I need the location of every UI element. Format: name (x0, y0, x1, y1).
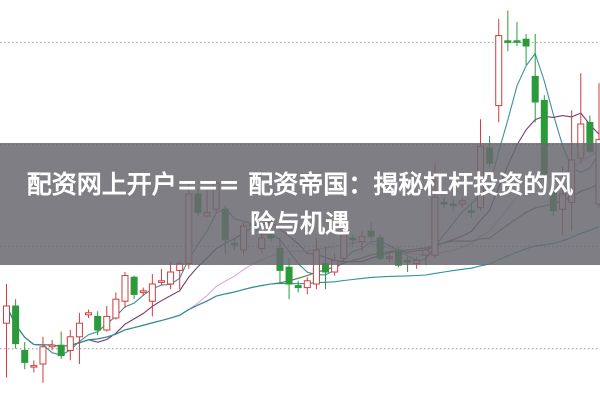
candle-body (285, 266, 293, 285)
candle-body (294, 285, 302, 289)
candle (157, 268, 165, 286)
candle-body (504, 40, 512, 43)
candle (504, 10, 512, 52)
candle-body (130, 276, 138, 295)
candle-body (3, 305, 10, 324)
candle-body (522, 38, 530, 47)
candle (12, 299, 20, 349)
candle (103, 306, 111, 332)
candle-body (12, 305, 20, 345)
candle (39, 336, 47, 383)
candle-body (148, 283, 156, 302)
candle-body (121, 275, 129, 302)
candle-body (167, 271, 175, 285)
candle-body (57, 344, 65, 357)
candle (130, 275, 138, 300)
candle-body (85, 312, 93, 316)
candle (167, 262, 175, 290)
candle-body (94, 315, 102, 331)
candle (513, 22, 521, 46)
candle-body (303, 280, 311, 289)
candle (112, 292, 120, 320)
candle (3, 284, 10, 378)
candle (30, 360, 38, 373)
candle-body (139, 290, 147, 293)
candle (303, 277, 311, 295)
candle (75, 312, 83, 364)
title-banner: 配资网上开户=== 配资帝国：揭秘杠杆投资的风险与机遇 (0, 143, 600, 265)
candle (94, 311, 102, 336)
candle (294, 280, 302, 293)
candle (285, 258, 293, 300)
candle (139, 287, 147, 296)
candle (495, 18, 503, 123)
candle-body (157, 280, 165, 283)
article-title: 配资网上开户=== 配资帝国：揭秘杠杆投资的风险与机遇 (26, 170, 574, 238)
candle (531, 34, 539, 123)
candle-body (103, 315, 111, 331)
candle (57, 331, 65, 359)
candle-body (48, 344, 56, 348)
candle (66, 330, 74, 361)
candle (121, 272, 129, 308)
candle-body (66, 336, 74, 351)
candle-body (495, 35, 503, 107)
candle (85, 309, 93, 318)
candle-body (75, 322, 83, 338)
candle-body (112, 298, 120, 319)
candle-body (21, 349, 29, 363)
candle (522, 34, 530, 65)
candle (21, 342, 29, 370)
candle-body (531, 75, 539, 103)
candle-body (513, 40, 521, 43)
candle-body (39, 346, 47, 365)
candle (148, 274, 156, 317)
candle-body (30, 365, 38, 368)
candle (48, 340, 56, 351)
